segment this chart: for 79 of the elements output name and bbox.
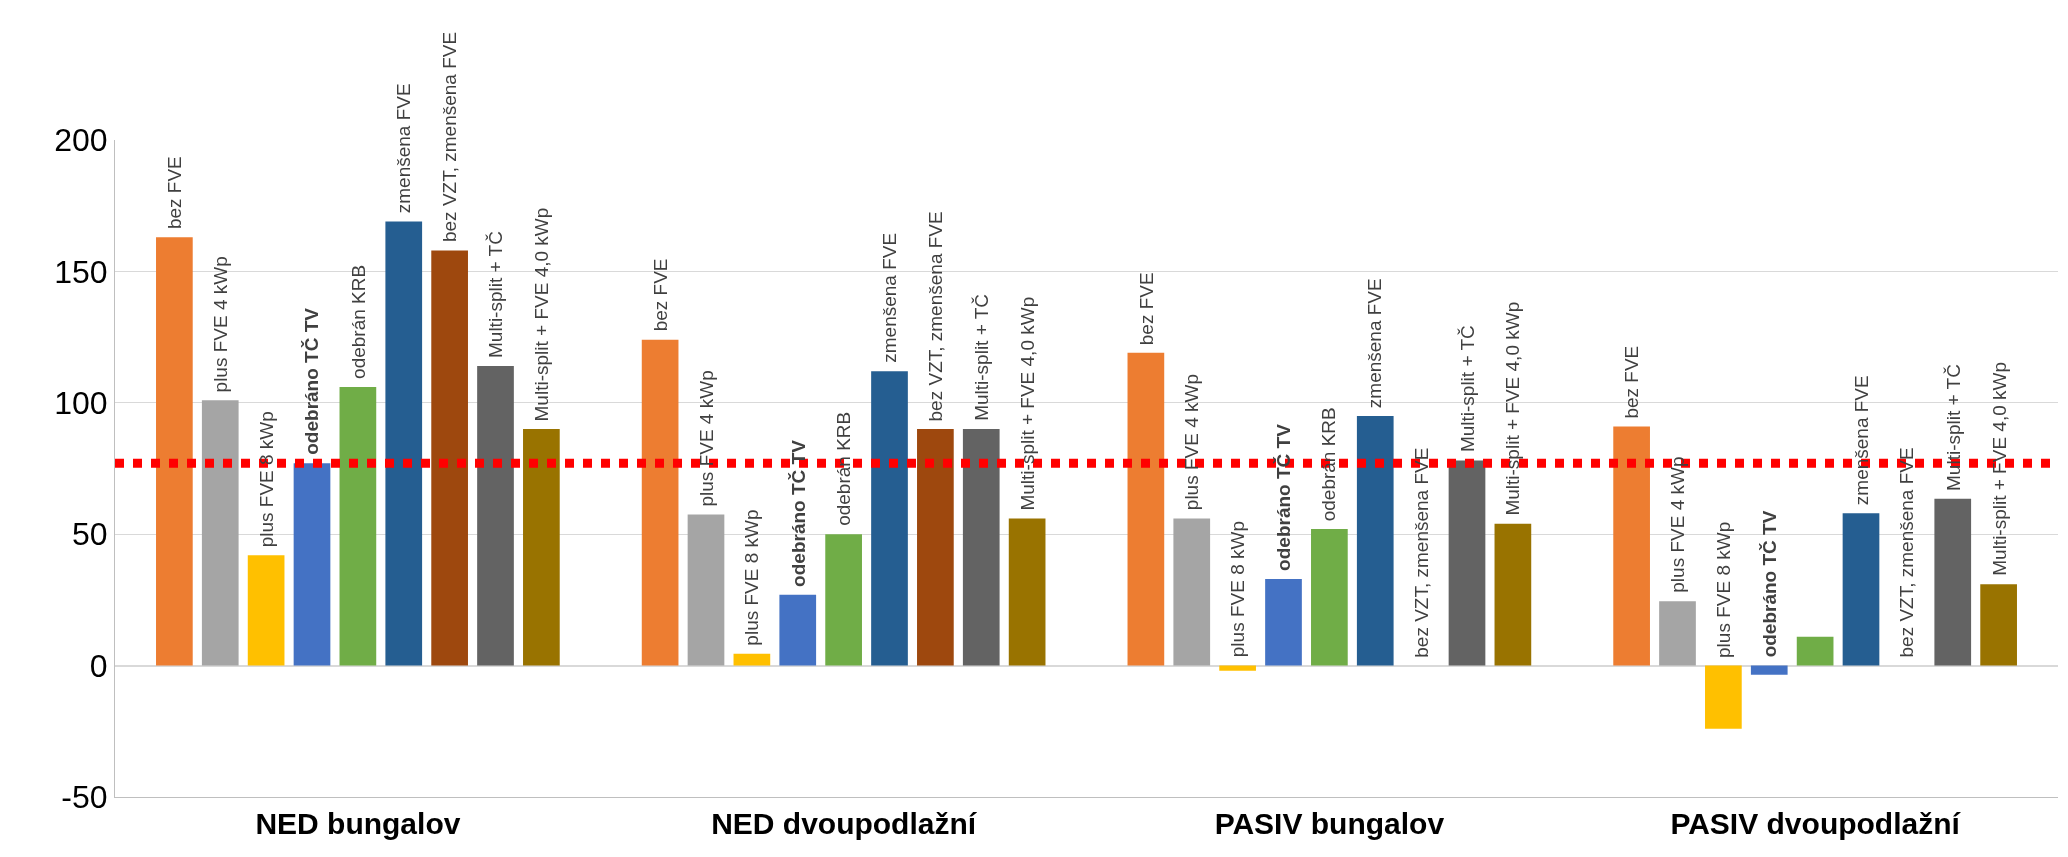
bar [1980,584,2017,666]
y-tick-label: 100 [54,385,108,421]
bar [1127,352,1165,666]
bar [1750,665,1788,675]
y-tick-label: 200 [54,122,108,159]
bar [733,653,771,666]
bar [1448,460,1486,666]
bar [247,555,285,666]
data-label: Multi-split + FVE 4,0 kWp [1502,301,1524,516]
bar [156,237,193,666]
bar [1219,665,1256,671]
bar [1356,415,1394,666]
bar [1796,636,1834,666]
bar [1934,498,1972,666]
data-label: bez FVE [1620,345,1642,419]
data-label: plus FVE 8 kWp [255,411,277,548]
bar [523,429,560,666]
bar [1659,601,1696,666]
data-label: odebrán KRB [833,411,855,526]
x-tick-label: PASIV dvoupodlažní [1670,807,1962,840]
data-label: Multi-split + TČ [1456,325,1478,453]
bar [825,534,862,666]
bar [201,400,239,666]
data-label: plus FVE 4 kWp [1181,373,1203,511]
bar [1613,426,1650,666]
y-tick-label: 150 [54,253,108,290]
data-label: Multi-split + TČ [970,293,992,421]
y-tick-label: 50 [72,516,108,553]
text: bez VZT, zmenšena FVE [1410,447,1432,658]
data-label: zmenšena FVE [879,232,901,363]
data-label: Multi-split + FVE 4,0 kWp [1988,361,2010,576]
bar [871,371,908,666]
bar [477,366,514,666]
data-label: Multi-split + FVE 4,0 kWp [531,207,553,422]
bar [917,429,954,666]
data-label: odebráno TČ TV [301,307,323,455]
data-label: Multi-split + TČ [484,231,506,359]
bar [431,250,468,666]
data-label: bez FVE [649,258,671,332]
data-label: plus FVE 8 kWp [1712,521,1734,658]
data-label: odebrán KRB [347,264,369,379]
data-label: bez FVE [163,156,185,230]
x-tick-label: NED bungalov [255,807,461,840]
data-label: zmenšena FVE [1364,278,1386,409]
data-label: plus FVE 8 kWp [741,509,763,646]
data-label: odebrán KRB [1318,407,1340,522]
bar [1173,518,1211,666]
bar [687,514,725,666]
bar [962,429,1000,666]
data-label: odebráno TČ TV [1759,510,1781,658]
bar [1265,578,1302,666]
bar [1842,513,1880,666]
y-tick-label: 0 [89,647,108,684]
bar [779,594,817,666]
data-label: plus FVE 4 kWp [695,370,717,507]
bar [339,387,377,666]
data-label: plus FVE 4 kWp [210,256,232,393]
data-label: Multi-split + TČ [1942,364,1964,491]
data-label: odebráno TČ TV [1273,423,1295,571]
bar [1705,665,1742,729]
data-label: zmenšena FVE [393,83,415,214]
bar [1494,523,1532,666]
bar [641,339,679,666]
bar [1311,528,1348,666]
bar [385,221,423,666]
x-tick-label: PASIV bungalov [1214,807,1445,840]
bar [293,463,331,666]
data-label: zmenšena FVE [1850,375,1872,506]
data-label: plus FVE 8 kWp [1227,521,1249,658]
data-label: Multi-split + FVE 4,0 kWp [1016,296,1038,511]
x-tick-label: NED dvoupodlažní [711,807,978,840]
data-label: bez VZT, zmenšena FVE [925,211,947,422]
y-tick-label: -50 [61,779,108,816]
data-label: odebráno TČ TV [787,439,809,587]
data-label: plus FVE 4 kWp [1667,456,1689,593]
text: bez VZT, zmenšena FVE [1896,447,1918,658]
data-label: bez VZT, zmenšena FVE [439,31,461,243]
data-label: bez FVE [1135,272,1157,346]
bar [1008,518,1046,666]
